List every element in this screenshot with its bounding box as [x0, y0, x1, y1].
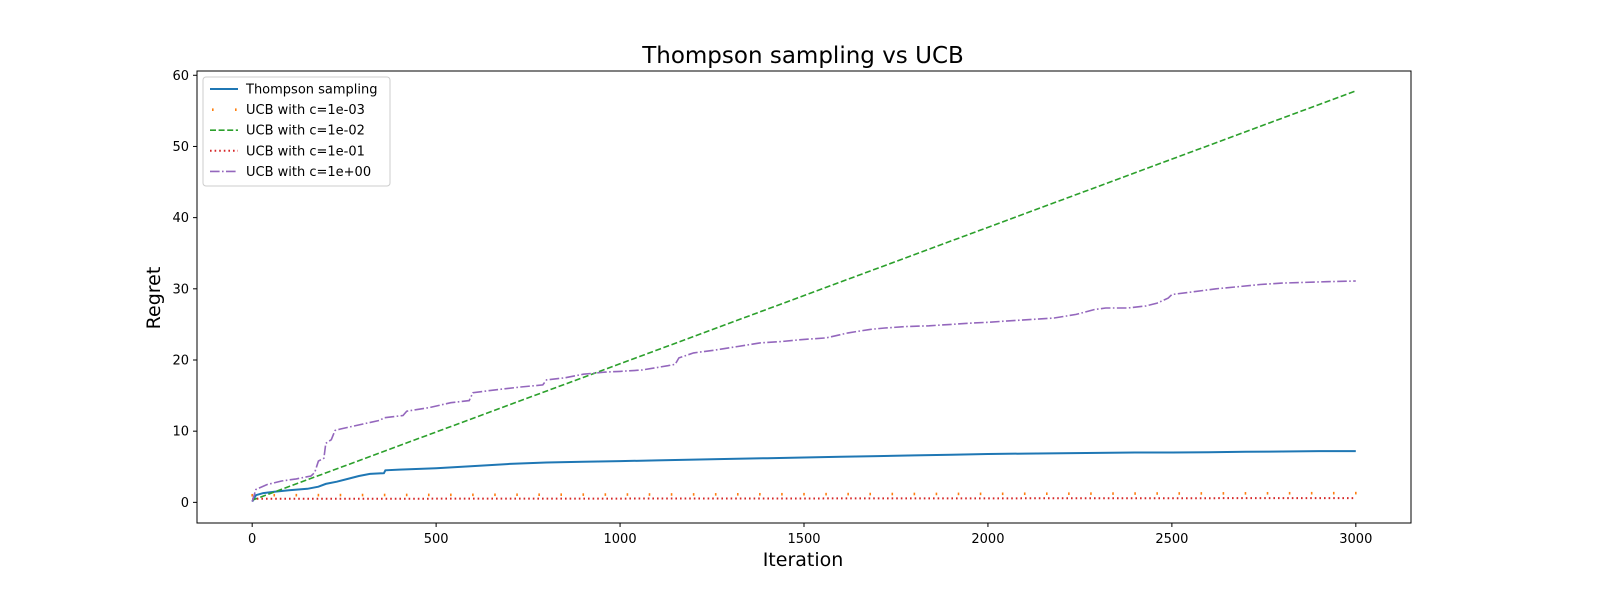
series-1-point: [560, 493, 562, 496]
legend-label: UCB with c=1e-02: [246, 124, 365, 139]
y-tick-label: 40: [172, 211, 189, 226]
legend-label: UCB with c=1e-03: [246, 103, 365, 118]
series-1-point: [648, 493, 651, 496]
x-tick-label: 1000: [604, 532, 637, 547]
series-1-point: [1156, 492, 1158, 495]
x-tick-label: 3000: [1339, 532, 1372, 547]
series-1-point: [1244, 492, 1247, 495]
series-1-point: [891, 492, 894, 496]
axes-layer: 0 500 1000 1500 2000 2500 3000 0 10 20 30 40 50 60: [172, 69, 1412, 547]
legend-entry: UCB with c=1e+00: [210, 165, 371, 180]
legend-swatch: [235, 108, 237, 111]
series-1-point: [361, 493, 364, 497]
series-1-point: [1134, 492, 1136, 495]
series-1-point: [913, 492, 916, 496]
series-1-point: [825, 492, 827, 496]
legend-swatch: [212, 108, 214, 111]
series-4-line: [251, 280, 1356, 502]
series-layer: [251, 90, 1357, 503]
series-1-point: [935, 492, 938, 496]
series-1-point: [405, 493, 408, 497]
series-1-point: [1001, 492, 1004, 496]
series-1-point: [1310, 491, 1313, 495]
series-1-point: [1090, 492, 1092, 495]
series-1-point: [538, 493, 540, 496]
series-1-point: [692, 493, 695, 496]
series-1-point: [759, 492, 761, 496]
y-tick-label: 20: [172, 353, 189, 368]
series-1-point: [251, 493, 253, 497]
series-1-point: [736, 493, 739, 496]
series-1-point: [273, 493, 276, 497]
series-1-point: [494, 493, 496, 497]
legend-entry: UCB with c=1e-03: [212, 103, 365, 118]
series-1-point: [516, 493, 518, 497]
legend-entry: UCB with c=1e-01: [210, 144, 365, 159]
series-1-point: [339, 493, 342, 497]
series-1-point: [1068, 492, 1070, 495]
legend-label: UCB with c=1e+00: [246, 165, 371, 180]
y-tick-label: 30: [172, 282, 189, 297]
series-1-point: [979, 492, 982, 496]
chart-title: Thompson sampling vs UCB: [641, 43, 964, 69]
y-tick-label: 0: [181, 496, 189, 511]
series-1-point: [1200, 492, 1203, 495]
series-1-point: [1332, 491, 1335, 495]
series-1-point: [1355, 491, 1357, 495]
series-1-point: [582, 493, 585, 496]
series-1-point: [626, 493, 629, 496]
series-1-point: [1178, 492, 1181, 495]
legend-entry: Thompson sampling: [210, 83, 378, 98]
series-1-point: [1266, 491, 1269, 495]
series-1-point: [427, 493, 430, 497]
x-tick-label: 500: [424, 532, 449, 547]
x-tick-label: 2500: [1155, 532, 1188, 547]
series-1-point: [1288, 491, 1291, 495]
series-1-point: [295, 493, 298, 497]
series-1-point: [317, 493, 320, 497]
legend-box: [202, 76, 391, 187]
x-tick-label: 1500: [787, 532, 820, 547]
series-1-point: [450, 493, 452, 497]
legend-label: UCB with c=1e-01: [246, 144, 365, 159]
legend-label: Thompson sampling: [245, 83, 378, 98]
series-1-point: [714, 493, 717, 496]
series-1-point: [957, 492, 960, 496]
series-1-point: [869, 492, 872, 496]
series-1-point: [1023, 492, 1026, 496]
y-tick-label: 50: [172, 140, 189, 155]
y-tick-label: 60: [172, 69, 189, 84]
series-1-point: [1046, 492, 1048, 496]
series-2-line: [251, 90, 1357, 501]
legend-entry: UCB with c=1e-02: [210, 124, 365, 139]
y-tick-label: 10: [172, 425, 189, 440]
x-tick-label: 2000: [971, 532, 1004, 547]
series-1-points: [251, 491, 1357, 497]
series-1-point: [604, 493, 607, 496]
series-1-point: [670, 493, 673, 496]
y-axis-label: Regret: [143, 267, 165, 330]
series-1-point: [1112, 492, 1114, 495]
legend: Thompson sampling UCB with c=1e-03 UCB wit…: [202, 76, 391, 187]
x-tick-label: 0: [248, 532, 256, 547]
series-1-point: [1222, 492, 1225, 495]
series-1-point: [847, 492, 849, 496]
series-1-point: [472, 493, 474, 497]
series-1-point: [781, 492, 783, 496]
series-1-point: [803, 492, 805, 496]
x-axis-label: Iteration: [763, 549, 844, 571]
series-1-point: [383, 493, 386, 497]
series-0-line: [251, 450, 1356, 503]
